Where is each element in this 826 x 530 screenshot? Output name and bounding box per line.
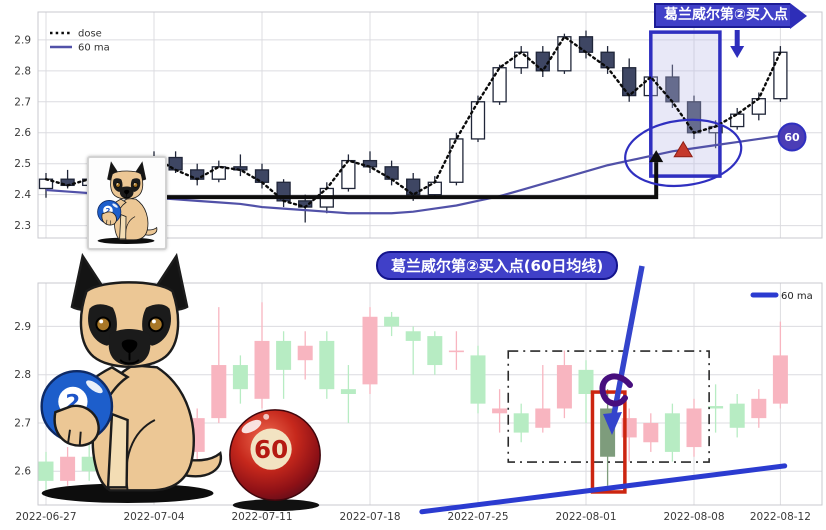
candle [729,403,745,428]
candle [406,178,421,196]
axis-tick-labels: 2.9 2.8 2.7 2.6 2.5 2.4 2.3 [14,34,31,232]
candle [772,355,788,404]
candle [470,355,486,404]
candle [232,365,248,390]
x-tick-label: 2022-08-12 [750,511,811,523]
ball-60-label: 60 [254,435,288,464]
candle [513,413,529,433]
x-tick-label: 2022-07-25 [447,511,508,523]
candle [427,336,443,366]
buy-zone-ellipse [624,118,743,188]
candle [297,345,313,361]
y-tick-label: 2.8 [14,369,31,381]
y-tick-label: 2.9 [14,321,31,333]
x-tick-label: 2022-07-18 [339,511,400,523]
x-tick-label: 2022-08-01 [555,511,616,523]
top-chart: 2.9 2.8 2.7 2.6 2.5 2.4 2.3 dose 60 ma 60 [14,11,823,239]
top-legend: dose 60 ma [50,29,110,54]
ma-60-badge-label: 60 [784,131,800,144]
buy-point-banner-text: 葛兰威尔第②买入点 [654,3,790,28]
y-tick-label: 2.3 [14,220,31,232]
banner-down-arrowhead-icon [730,46,745,58]
candle [708,406,724,409]
bottom-legend: 60 ma [750,291,813,302]
candle [384,316,400,327]
y-tick-label: 2.6 [14,466,31,478]
ma-60-trend-line [419,463,788,515]
banner-arrow-tip-icon [789,2,807,29]
dose-legend-label: dose [78,29,102,40]
plot-frame [37,11,823,239]
x-tick-label: 2022-08-08 [663,511,724,523]
dog-inset-art [93,161,161,245]
y-tick-label: 2.7 [14,417,31,429]
flow-arrowhead-icon [649,150,664,163]
buy-marker-triangle [673,140,694,158]
candle [492,67,507,103]
y-tick-label: 2.7 [14,96,31,108]
flow-arrow [160,162,659,200]
candle [557,36,572,72]
candle [362,316,378,385]
candle [254,340,270,399]
y-tick-label: 2.6 [14,127,31,139]
candle [492,408,508,414]
dose-dotted-line [44,35,782,209]
candle [535,408,551,428]
y-tick-label: 2.4 [14,189,31,201]
candle [405,331,421,341]
candle [81,456,97,472]
x-tick-label: 2022-07-04 [123,511,184,523]
candle [556,365,572,409]
candle [664,413,680,452]
buy-candle-red-box [590,390,627,494]
x-tick-label: 2022-06-27 [15,511,76,523]
axis-tick-labels: 2.9 2.8 2.7 2.6 2022-06-27 2022-07-04 2022-07-… [14,321,811,523]
candle [276,340,292,370]
candle [751,398,767,419]
dog-sticker [28,250,233,508]
y-tick-label: 2.9 [14,34,31,46]
ma-legend-label: 60 ma [78,43,110,54]
candle [448,350,464,353]
ball-60-sticker: 60 [229,409,321,512]
dashdot-focus-box [507,350,710,463]
candle [211,365,227,419]
candle [60,456,76,481]
plot-frame [37,282,823,506]
y-tick-label: 2.8 [14,65,31,77]
y-tick-label: 2.5 [14,158,31,170]
candle [578,369,594,394]
candle [38,461,54,481]
ma-60-badge: 60 [777,122,807,152]
candle [686,408,702,448]
candle [643,422,659,443]
candle [319,340,335,390]
candle [340,389,356,394]
pill-pointer-arrowhead-icon [603,412,622,435]
candle [211,166,226,180]
candle [730,113,745,128]
candle [449,138,464,183]
ma-legend-label: 60 ma [781,291,813,302]
buy-point-banner: 葛兰威尔第②买入点 [654,2,807,29]
purple-hook-mark [599,373,633,407]
x-tick-label: 2022-07-11 [231,511,292,523]
dog-inset-thumbnail [87,156,167,250]
buy-point-pill-annotation: 葛兰威尔第②买入点(60日均线) [376,251,619,280]
